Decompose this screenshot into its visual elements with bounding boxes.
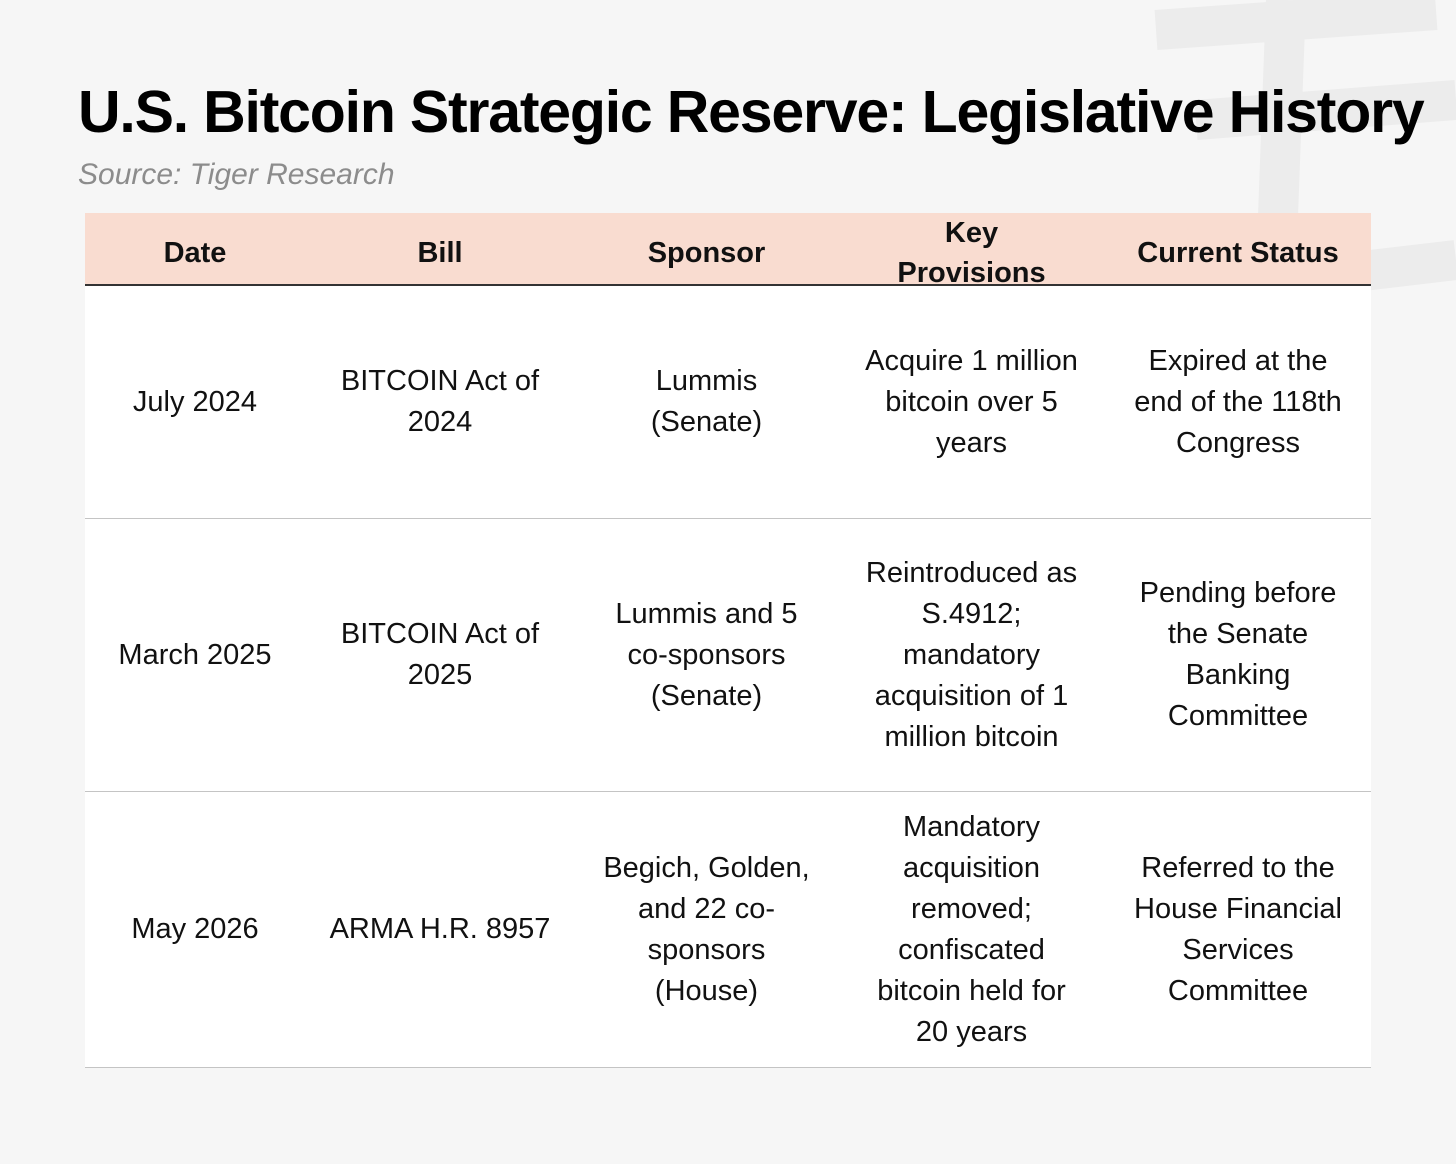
table-cell: Pending before the Senate Banking Commit…: [1105, 519, 1371, 791]
cell-text: Lummis (Senate): [650, 365, 763, 438]
header-text: Sponsor: [647, 237, 766, 269]
table-cell: July 2024: [85, 286, 305, 518]
table-cell: Lummis and 5 co-sponsors (Senate): [575, 519, 838, 791]
table-row: March 2025 BITCOIN Act of 2025 Lummis and …: [85, 519, 1371, 792]
table-cell: BITCOIN Act of 2024: [305, 286, 575, 518]
cell-text: ARMA H.R. 8957: [329, 913, 551, 945]
header-cell: Bill: [305, 213, 575, 293]
header-cell: Current Status: [1105, 213, 1371, 293]
cell-text: BITCOIN Act of 2024: [340, 365, 540, 438]
cell-text: Begich, Golden, and 22 co-sponsors (Hous…: [603, 851, 810, 1007]
cell-text: Reintroduced as S.4912; mandatory acquis…: [865, 556, 1078, 753]
cell-text: May 2026: [131, 913, 259, 945]
cell-text: March 2025: [118, 638, 272, 671]
table-cell: BITCOIN Act of 2025: [305, 519, 575, 791]
header-cell: Date: [85, 213, 305, 293]
table-cell: March 2025: [85, 519, 305, 791]
table-cell: Acquire 1 million bitcoin over 5 years: [838, 286, 1105, 518]
header-cell: Key Provisions: [838, 213, 1105, 293]
header-text: Key Provisions: [897, 217, 1046, 289]
table-cell: Lummis (Senate): [575, 286, 838, 518]
table-cell: May 2026: [85, 792, 305, 1067]
table-cell: Referred to the House Financial Services…: [1105, 792, 1371, 1067]
cell-text: Pending before the Senate Banking Commit…: [1139, 577, 1337, 732]
title: U.S. Bitcoin Strategic Reserve: Legislat…: [78, 79, 1425, 145]
table-cell: Begich, Golden, and 22 co-sponsors (Hous…: [575, 792, 838, 1067]
table: Date Bill Sponsor Key Provisions Current Sta…: [85, 213, 1371, 1068]
cell-text: Mandatory acquisition removed; confiscat…: [877, 810, 1066, 1048]
header-cell: Sponsor: [575, 213, 838, 293]
header-text: Current Status: [1137, 237, 1339, 269]
table-row: July 2024 BITCOIN Act of 2024 Lummis (Sena…: [85, 286, 1371, 519]
table-row: May 2026 ARMA H.R. 8957 Begich, Golden, an…: [85, 792, 1371, 1068]
cell-text: July 2024: [132, 385, 258, 418]
source: Source: Tiger Research: [78, 158, 395, 191]
cell-text: BITCOIN Act of 2025: [340, 618, 540, 691]
cell-text: Acquire 1 million bitcoin over 5 years: [865, 344, 1078, 459]
cell-text: Expired at the end of the 118th Congress: [1134, 344, 1342, 459]
table-cell: ARMA H.R. 8957: [305, 792, 575, 1067]
table-cell: Mandatory acquisition removed; confiscat…: [838, 792, 1105, 1067]
cell-text: Referred to the House Financial Services…: [1134, 851, 1342, 1007]
table-cell: Expired at the end of the 118th Congress: [1105, 286, 1371, 518]
header-text: Bill: [417, 237, 463, 269]
header-row: Date Bill Sponsor Key Provisions Current Sta…: [85, 213, 1371, 289]
header-text: Date: [163, 237, 227, 269]
table-cell: Reintroduced as S.4912; mandatory acquis…: [838, 519, 1105, 791]
cell-text: Lummis and 5 co-sponsors (Senate): [615, 597, 798, 712]
